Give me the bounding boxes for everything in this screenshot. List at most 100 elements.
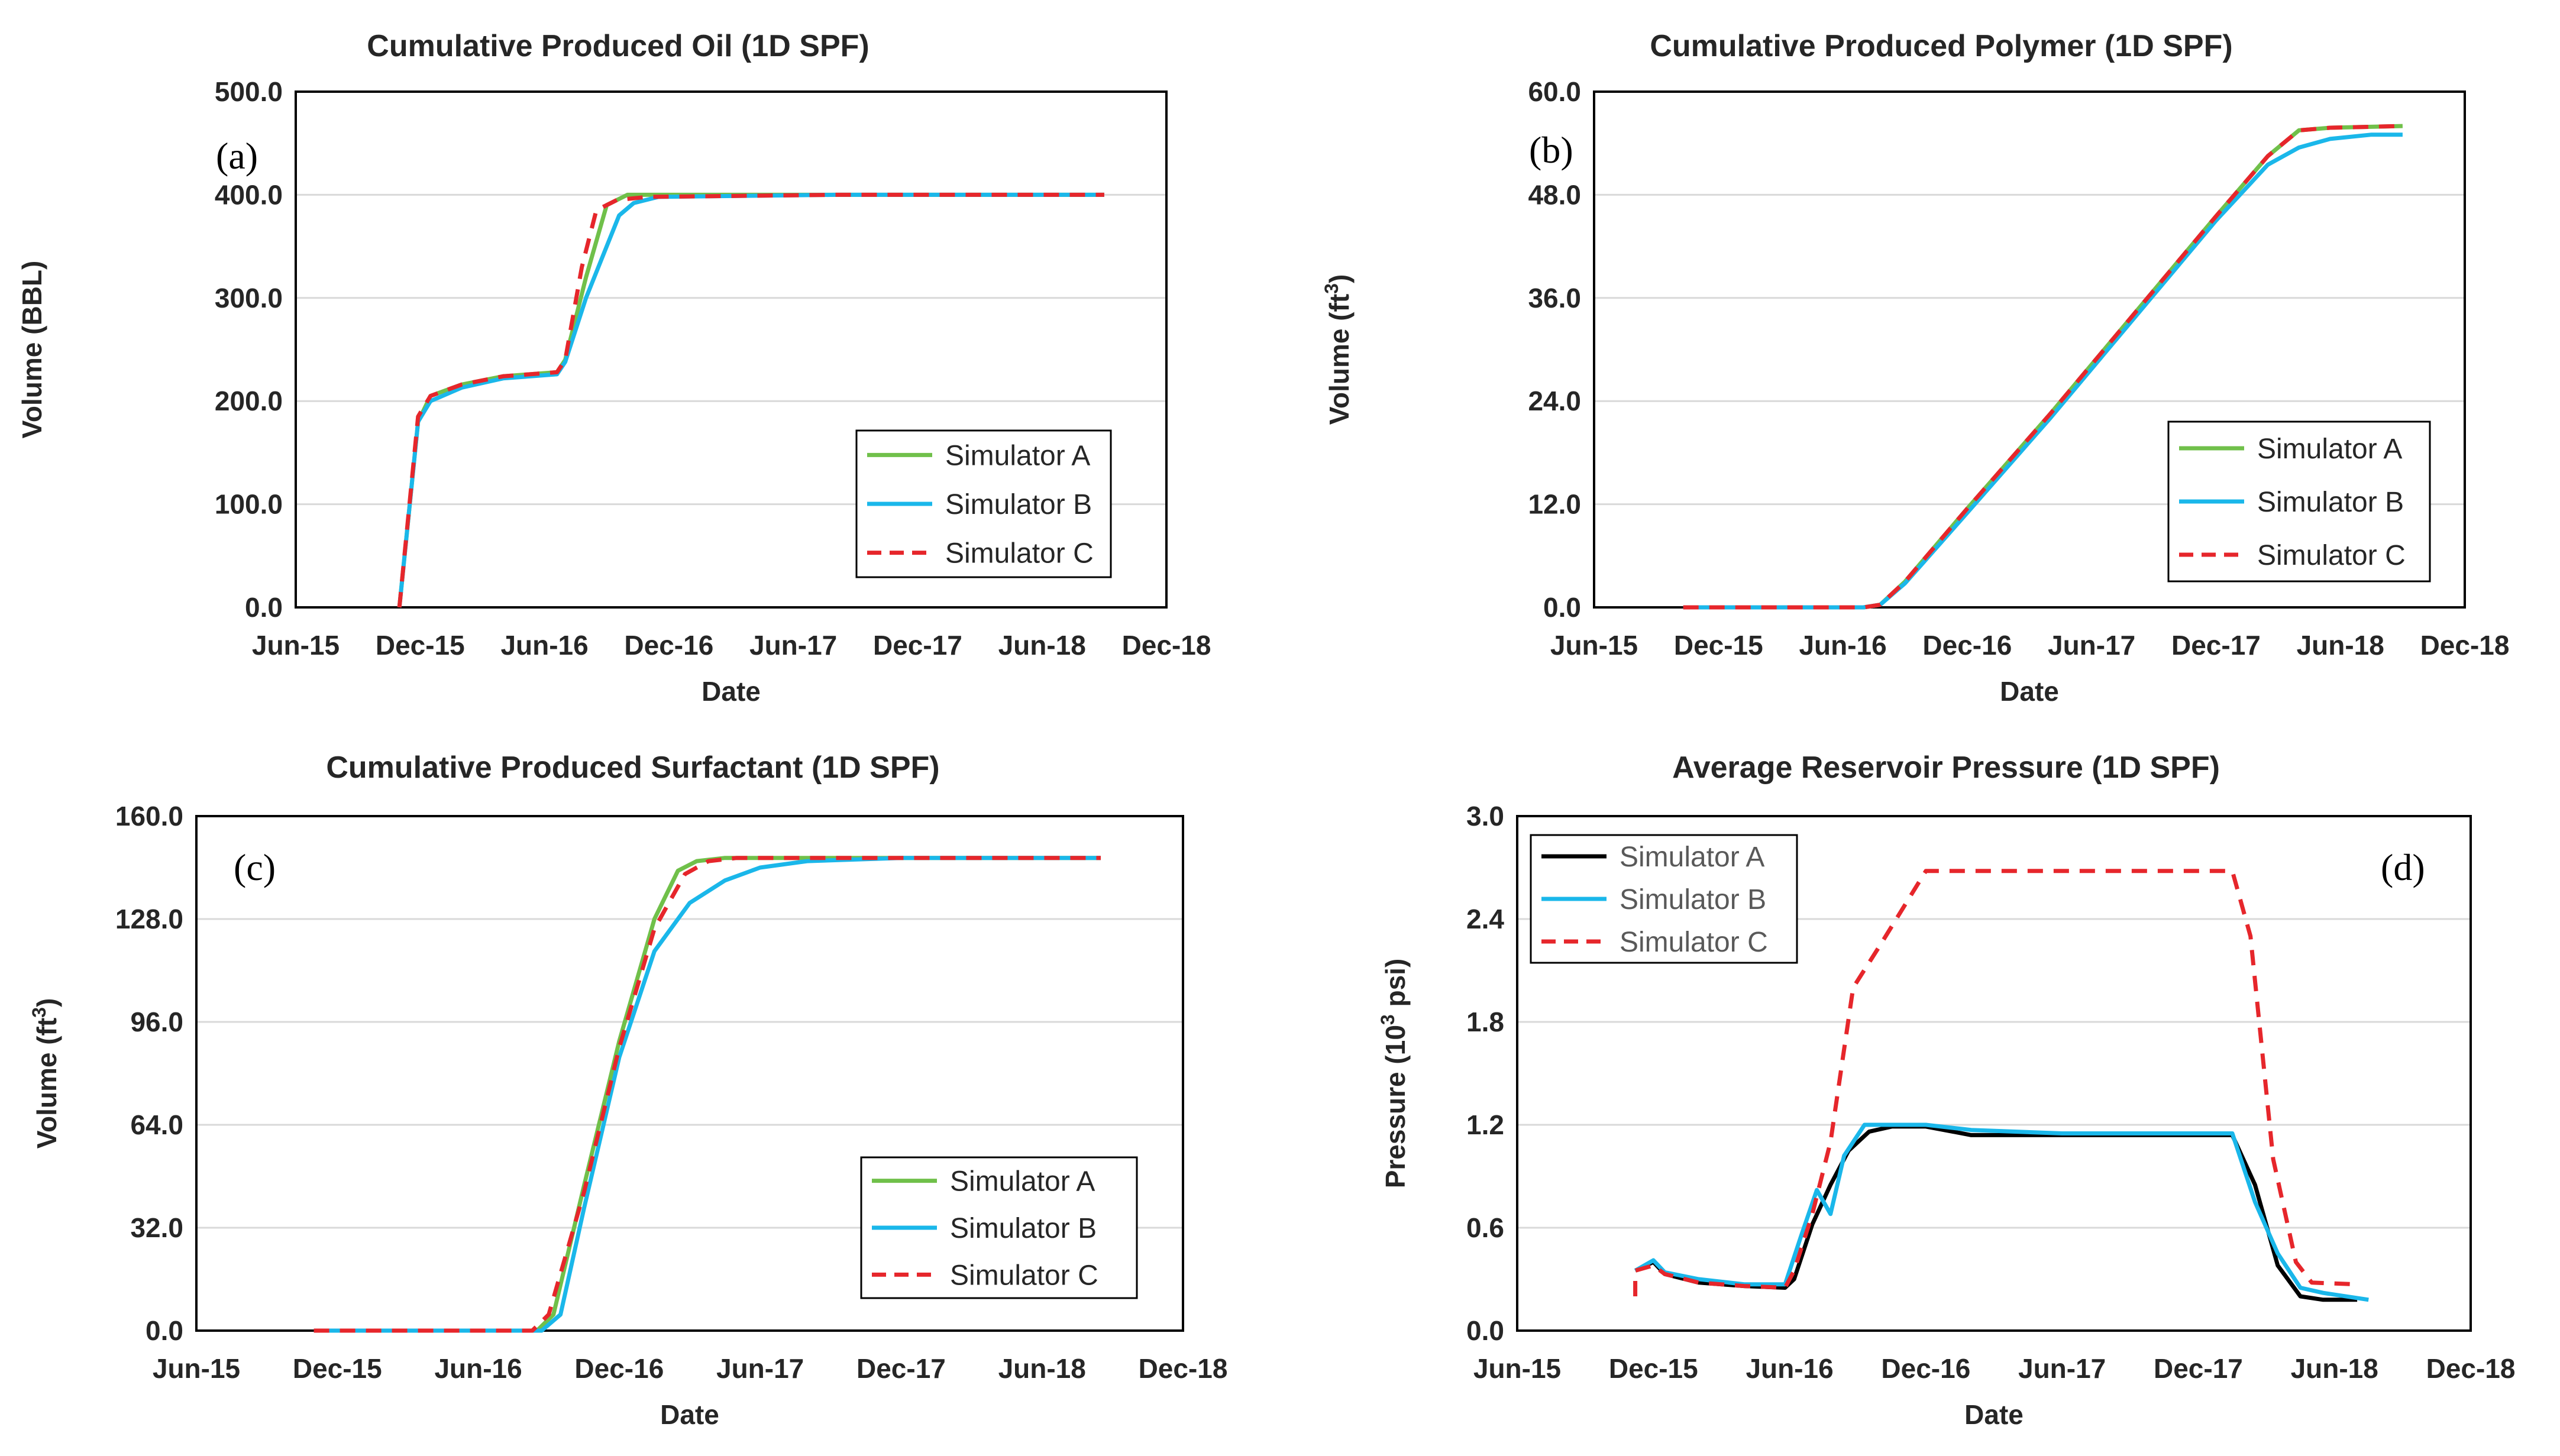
x-tick-label: Jun-17 <box>716 1353 804 1384</box>
x-tick-label: Dec-17 <box>873 630 962 661</box>
x-tick-label: Jun-18 <box>2291 1353 2378 1384</box>
y-tick-label: 0.0 <box>146 1315 183 1346</box>
y-tick-label: 400.0 <box>215 179 283 210</box>
legend-entry: Simulator A <box>2257 433 2402 465</box>
x-tick-label: Dec-18 <box>2420 630 2510 661</box>
legend-entry: Simulator C <box>945 538 1094 570</box>
series-line <box>313 856 1101 1333</box>
chart-title: Cumulative Produced Oil (1D SPF) <box>367 29 869 63</box>
x-axis-label: Date <box>702 676 761 707</box>
x-tick-label: Jun-17 <box>2018 1353 2106 1384</box>
legend: Simulator A Simulator B Simulator C <box>2167 420 2431 583</box>
plot-area <box>1516 815 2472 1332</box>
x-tick-label: Jun-16 <box>500 630 588 661</box>
y-axis-label: Pressure (103 psi) <box>1377 959 1411 1189</box>
y-tick-label: 0.0 <box>1543 592 1581 623</box>
legend-entry: Simulator B <box>2257 487 2404 518</box>
legend: Simulator A Simulator B Simulator C <box>1530 834 1798 964</box>
x-tick-label: Dec-18 <box>2426 1353 2516 1384</box>
legend-entry: Simulator C <box>2257 540 2406 571</box>
y-tick-label: 12.0 <box>1528 489 1581 520</box>
plot-area <box>195 815 1184 1332</box>
legend-entry: Simulator B <box>1620 884 1766 915</box>
series-line <box>1634 1122 2369 1302</box>
x-tick-label: Dec-16 <box>1881 1353 1970 1384</box>
chart-panel-4: Average Reservoir Pressure (1D SPF) 0.0 0.… <box>1377 750 2515 1430</box>
y-axis-label: Volume (ft3) <box>28 998 62 1149</box>
legend: Simulator A Simulator B Simulator C <box>860 1156 1138 1299</box>
y-axis-label: Volume (BBL) <box>17 261 47 439</box>
y-tick-label: 500.0 <box>215 76 283 107</box>
x-tick-label: Jun-17 <box>749 630 837 661</box>
panel-label: (d) <box>2381 846 2425 888</box>
x-tick-label: Dec-15 <box>376 630 465 661</box>
x-axis-label: Date <box>660 1399 719 1430</box>
y-axis-label: Volume (ft3) <box>1321 274 1355 425</box>
x-axis-label: Date <box>1964 1399 2024 1430</box>
x-tick-label: Jun-16 <box>1746 1353 1833 1384</box>
legend-entry: Simulator B <box>950 1213 1097 1244</box>
legend-entry: Simulator C <box>1620 927 1768 958</box>
y-tick-label: 0.0 <box>245 592 283 623</box>
series-line <box>1634 1124 2358 1302</box>
x-tick-label: Dec-17 <box>2154 1353 2243 1384</box>
y-tick-label: 2.4 <box>1466 904 1504 934</box>
x-tick-label: Jun-16 <box>1799 630 1886 661</box>
chart-title: Cumulative Produced Polymer (1D SPF) <box>1650 29 2232 63</box>
plot-area <box>1593 90 2466 609</box>
y-tick-label: 3.0 <box>1466 801 1504 831</box>
legend: Simulator A Simulator B Simulator C <box>855 429 1112 578</box>
x-tick-label: Jun-16 <box>434 1353 522 1384</box>
x-tick-label: Dec-16 <box>574 1353 664 1384</box>
series-line <box>397 192 1104 608</box>
panel-label: (a) <box>216 135 258 177</box>
x-axis-label: Date <box>2000 676 2059 707</box>
y-tick-label: 1.2 <box>1466 1109 1504 1140</box>
legend-entry: Simulator A <box>950 1166 1095 1198</box>
x-tick-label: Dec-18 <box>1139 1353 1228 1384</box>
x-tick-label: Dec-15 <box>1674 630 1763 661</box>
x-tick-label: Jun-18 <box>998 630 1086 661</box>
chart-panel-1: Cumulative Produced Oil (1D SPF) 0.0 100.0… <box>17 29 1211 707</box>
x-tick-label: Dec-18 <box>1122 630 1211 661</box>
panel-label: (c) <box>234 846 276 888</box>
x-tick-label: Jun-18 <box>998 1353 1086 1384</box>
x-tick-label: Dec-15 <box>1609 1353 1698 1384</box>
y-tick-label: 128.0 <box>115 904 183 934</box>
chart-panel-3: Cumulative Produced Surfactant (1D SPF) 0… <box>28 750 1227 1430</box>
chart-panel-2: Cumulative Produced Polymer (1D SPF) 0.0 1… <box>1321 29 2509 707</box>
y-tick-label: 60.0 <box>1528 76 1581 107</box>
series-line <box>313 856 1101 1333</box>
y-tick-label: 0.6 <box>1466 1212 1504 1243</box>
x-tick-label: Jun-15 <box>252 630 340 661</box>
y-tick-label: 24.0 <box>1528 386 1581 416</box>
series-line <box>313 856 1101 1333</box>
panel-label: (b) <box>1529 129 1573 171</box>
y-tick-label: 100.0 <box>215 489 283 520</box>
legend-entry: Simulator B <box>945 489 1092 520</box>
x-tick-label: Dec-17 <box>2171 630 2261 661</box>
legend-entry: Simulator C <box>950 1260 1098 1291</box>
y-tick-label: 64.0 <box>130 1109 183 1140</box>
y-tick-label: 36.0 <box>1528 283 1581 313</box>
x-tick-label: Jun-17 <box>2048 630 2135 661</box>
x-tick-label: Jun-15 <box>1473 1353 1561 1384</box>
x-tick-label: Jun-18 <box>2297 630 2384 661</box>
x-tick-label: Dec-15 <box>293 1353 382 1384</box>
y-tick-label: 200.0 <box>215 386 283 416</box>
y-tick-label: 300.0 <box>215 283 283 313</box>
plot-area <box>295 90 1168 609</box>
y-tick-label: 96.0 <box>130 1007 183 1037</box>
chart-title: Average Reservoir Pressure (1D SPF) <box>1672 750 2220 785</box>
y-tick-label: 32.0 <box>130 1212 183 1243</box>
x-tick-label: Dec-16 <box>624 630 713 661</box>
legend-entry: Simulator A <box>945 440 1090 471</box>
series-line <box>1633 869 2358 1296</box>
chart-title: Cumulative Produced Surfactant (1D SPF) <box>326 750 939 785</box>
x-tick-label: Dec-16 <box>1922 630 2012 661</box>
y-tick-label: 160.0 <box>115 801 183 831</box>
y-tick-label: 1.8 <box>1466 1007 1504 1037</box>
x-tick-label: Jun-15 <box>153 1353 240 1384</box>
x-tick-label: Dec-17 <box>856 1353 946 1384</box>
